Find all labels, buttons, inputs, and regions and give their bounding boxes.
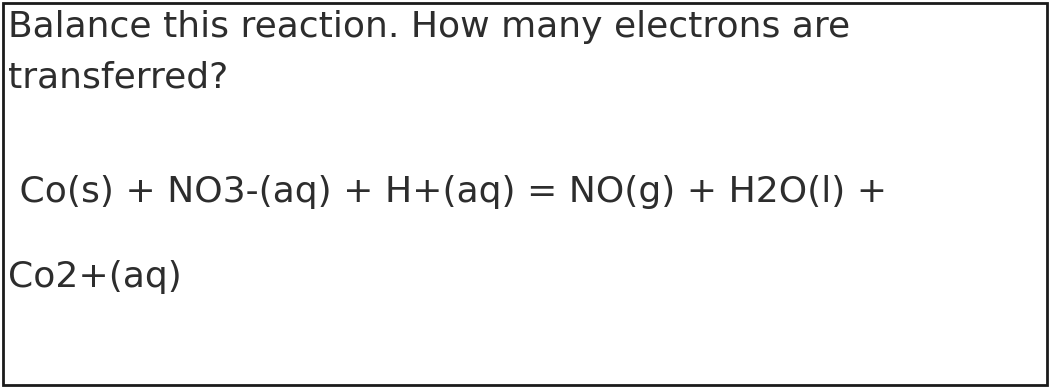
Text: Balance this reaction. How many electrons are: Balance this reaction. How many electron… (8, 10, 850, 44)
Text: transferred?: transferred? (8, 60, 228, 94)
Text: Co2+(aq): Co2+(aq) (8, 260, 182, 294)
Text: Co(s) + NO3-(aq) + H+(aq) = NO(g) + H2O(l) +: Co(s) + NO3-(aq) + H+(aq) = NO(g) + H2O(… (8, 175, 887, 209)
